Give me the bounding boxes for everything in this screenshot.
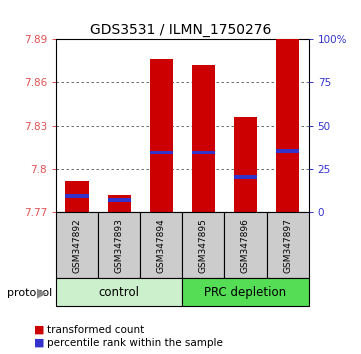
Bar [108, 195, 131, 212]
Bar [266, 212, 309, 278]
Text: GSM347896: GSM347896 [241, 218, 250, 273]
Text: ■: ■ [34, 325, 45, 335]
Text: GSM347892: GSM347892 [73, 218, 82, 273]
Bar [108, 198, 131, 202]
Bar [234, 175, 257, 179]
Bar [234, 117, 257, 212]
Text: GSM347894: GSM347894 [157, 218, 166, 273]
Text: percentile rank within the sample: percentile rank within the sample [47, 338, 223, 348]
Bar [65, 194, 88, 198]
Text: ■: ■ [34, 338, 45, 348]
Bar [276, 149, 299, 153]
Text: control: control [99, 286, 140, 298]
Text: GSM347893: GSM347893 [115, 218, 123, 273]
Bar [192, 150, 215, 154]
Text: protocol: protocol [7, 288, 52, 298]
Text: GSM347897: GSM347897 [283, 218, 292, 273]
Bar [150, 150, 173, 154]
Bar [276, 35, 299, 212]
Text: ▶: ▶ [37, 286, 46, 299]
Bar [98, 212, 140, 278]
Bar [140, 212, 182, 278]
Bar [182, 278, 309, 306]
Bar [192, 65, 215, 212]
Text: GDS3531 / ILMN_1750276: GDS3531 / ILMN_1750276 [90, 23, 271, 37]
Text: transformed count: transformed count [47, 325, 144, 335]
Text: GSM347895: GSM347895 [199, 218, 208, 273]
Text: PRC depletion: PRC depletion [204, 286, 287, 298]
Bar [150, 59, 173, 212]
Bar [56, 212, 98, 278]
Bar [56, 278, 182, 306]
Bar [182, 212, 225, 278]
Bar [225, 212, 266, 278]
Bar [65, 181, 88, 212]
